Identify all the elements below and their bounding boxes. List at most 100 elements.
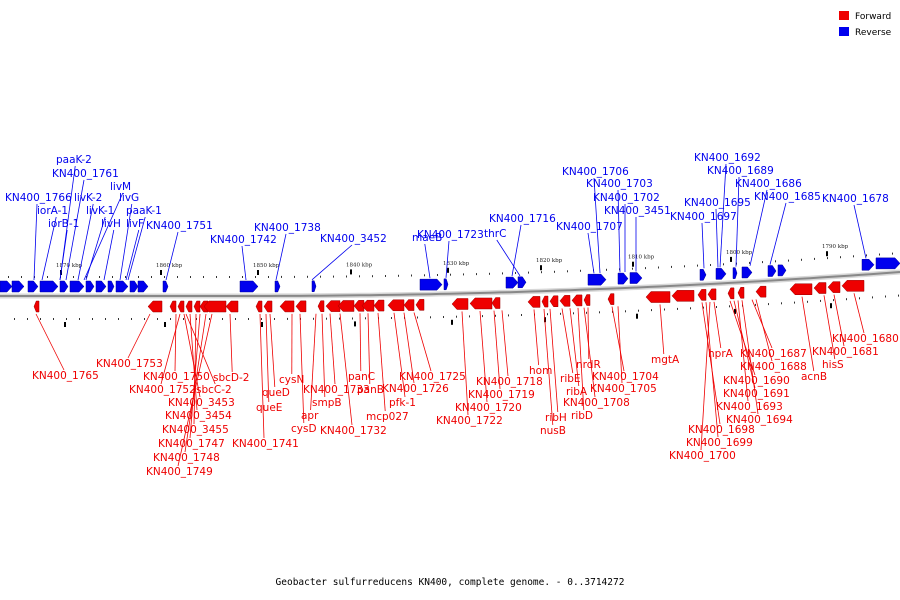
kbp-tick [350, 269, 352, 275]
minor-tick [437, 274, 438, 276]
minor-tick [365, 317, 366, 320]
leader-line-reverse [749, 189, 768, 266]
gene-label-cysd: cysD [291, 423, 317, 435]
minor-tick [658, 266, 659, 269]
forward-gene-arrow [337, 300, 355, 312]
reverse-gene-arrow [107, 280, 115, 293]
leader-line-forward [611, 306, 625, 372]
kbp-tick-marks: 1870 kbp 1860 kbp 1850 kbp 1840 kbp 1830 kbp… [56, 244, 849, 327]
gene-label-kn400-1720: KN400_1720 [455, 402, 522, 414]
leader-line-forward [733, 300, 756, 389]
minor-tick [515, 272, 516, 274]
leader-line-forward [755, 299, 773, 362]
minor-tick [66, 318, 67, 320]
leader-line-reverse [119, 203, 133, 281]
minor-tick [105, 318, 106, 320]
forward-gene-arrow [469, 297, 493, 310]
forward-gene-arrow [755, 285, 767, 298]
leader-line-reverse [735, 176, 740, 267]
gene-label-kn400-1688: KN400_1688 [740, 361, 807, 373]
gene-label-kn400-1766: KN400_1766 [5, 192, 72, 204]
gene-label-livk-2: livK-2 [74, 192, 102, 204]
minor-tick [476, 273, 477, 276]
minor-tick [482, 315, 483, 318]
minor-tick [651, 309, 652, 312]
gene-label-acnb: acnB [801, 371, 827, 383]
gene-label-sbcd-2: sbcD-2 [213, 372, 249, 384]
leader-line-forward [174, 313, 177, 372]
forward-gene-arrow [451, 298, 469, 310]
legend-label-reverse: Reverse [855, 28, 892, 38]
minor-tick [313, 317, 314, 320]
gene-label-nusb: nusB [540, 425, 566, 437]
gene-label-paak-2: paaK-2 [56, 154, 92, 166]
gene-label-panc: panC [348, 371, 375, 383]
minor-tick [216, 276, 217, 278]
minor-tick [99, 276, 100, 278]
leader-line-reverse [85, 216, 106, 281]
kbp-tick [447, 267, 449, 273]
minor-tick [716, 306, 717, 308]
kbp-tick-label: 1810 kbp [628, 255, 655, 261]
minor-tick [827, 257, 828, 260]
minor-tick [502, 272, 503, 275]
leader-line-forward [413, 312, 432, 372]
leader-line-reverse [103, 229, 115, 281]
kbp-tick-label: 1850 kbp [253, 263, 280, 269]
leader-line-forward [189, 313, 198, 411]
gene-label-kn400-1695: KN400_1695 [684, 197, 751, 209]
minor-tick [443, 316, 444, 318]
leader-line-reverse [445, 240, 450, 278]
legend-label-forward: Forward [855, 12, 891, 22]
leader-line-forward [701, 302, 721, 425]
minor-tick [853, 255, 854, 258]
forward-gene-arrow [185, 300, 193, 313]
reverse-gene-arrow [505, 276, 519, 289]
gene-label-kn400-1765: KN400_1765 [32, 370, 99, 382]
leader-line-reverse [77, 203, 94, 281]
leader-line-forward [339, 313, 353, 426]
minor-tick [528, 271, 529, 274]
leader-line-reverse [593, 177, 601, 274]
minor-tick [209, 318, 210, 320]
kbp-tick-label: 1840 kbp [346, 262, 373, 268]
minor-tick [775, 260, 776, 263]
forward-gene-arrow [607, 293, 615, 305]
minor-tick [547, 313, 548, 316]
minor-tick [164, 276, 165, 278]
gene-label-kn400-1732: KN400_1732 [320, 425, 387, 437]
minor-tick [866, 254, 867, 257]
minor-tick [398, 274, 399, 277]
gene-label-livk-1: livK-1 [86, 205, 114, 217]
reverse-gene-arrow [69, 280, 85, 293]
minor-tick [859, 297, 860, 300]
gene-label-maeb: maeB [412, 232, 442, 244]
forward-gene-arrow [697, 289, 707, 301]
leader-line-forward [160, 313, 181, 385]
leader-line-reverse [511, 224, 522, 277]
leader-line-forward [569, 308, 580, 387]
leader-line-forward [393, 312, 406, 398]
minor-tick [131, 318, 132, 320]
minor-tick [14, 318, 15, 320]
gene-label-kn400-1698: KN400_1698 [688, 424, 755, 436]
gene-label-kn400-1718: KN400_1718 [476, 376, 543, 388]
forward-gene-arrow [33, 300, 40, 313]
minor-tick [885, 295, 886, 298]
forward-gene-arrow [527, 296, 541, 308]
leader-line-reverse [424, 243, 431, 279]
minor-tick [554, 270, 555, 273]
reverse-gene-arrow [115, 280, 129, 293]
minor-tick [612, 310, 613, 313]
reverse-gene-arrow [239, 280, 259, 293]
minor-tick [112, 276, 113, 278]
leader-line-forward [189, 313, 201, 439]
forward-gene-arrow [549, 295, 559, 307]
minor-tick [840, 256, 841, 259]
minor-tick [762, 261, 763, 264]
gene-label-kn400-3455: KN400_3455 [162, 424, 229, 436]
forward-gene-arrow [727, 287, 735, 300]
minor-tick [326, 317, 327, 320]
leader-line-reverse [853, 204, 867, 259]
reverse-gene-arrow [777, 264, 787, 277]
